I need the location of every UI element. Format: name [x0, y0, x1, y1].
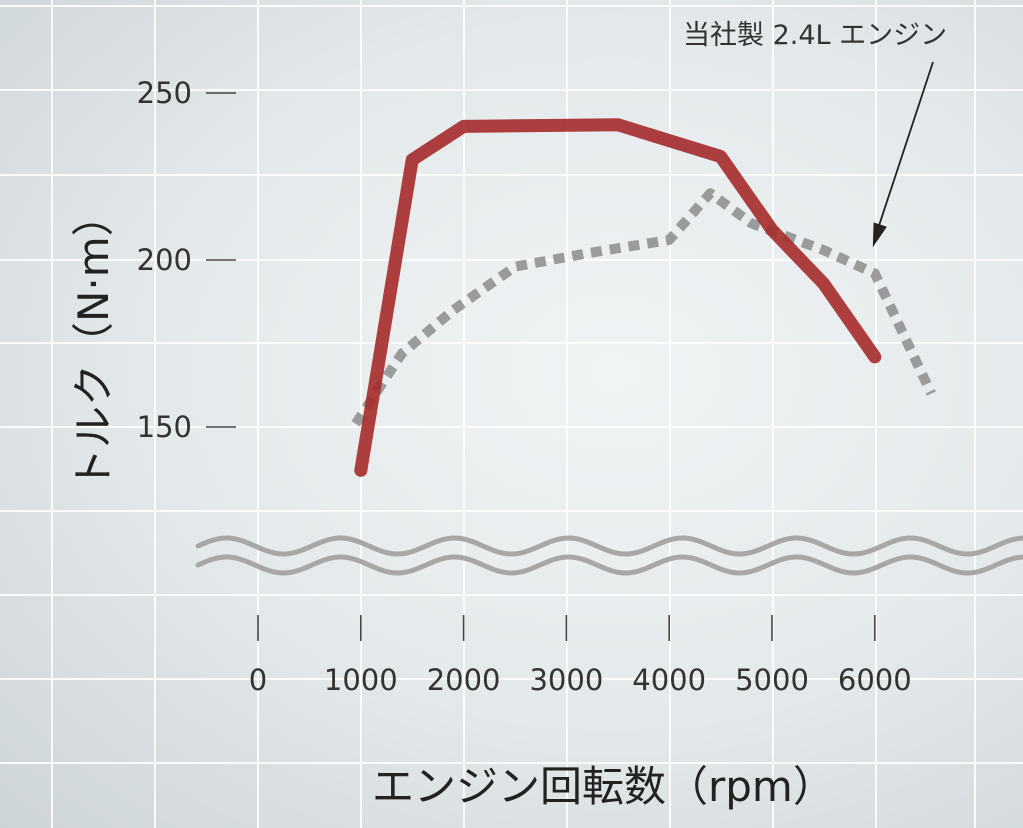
series-line-new-engine [354, 118, 882, 477]
y-axis: 150 200 250 [137, 76, 236, 444]
x-tick-label: 3000 [529, 663, 603, 697]
break-wave-line [195, 535, 1023, 557]
y-tick-label: 200 [137, 243, 192, 277]
x-tick-label: 4000 [632, 663, 706, 697]
annotation-layer: 当社製 2.4L エンジン [683, 20, 947, 248]
annotation-arrow-line [874, 61, 934, 236]
axis-break-wave [195, 535, 1023, 576]
y-tick-label: 250 [137, 76, 192, 110]
y-axis-title: トルク（N·m） [69, 194, 118, 490]
x-tick-label: 6000 [838, 663, 912, 697]
annotation-label: 当社製 2.4L エンジン [683, 20, 947, 51]
x-tick-label: 2000 [427, 663, 501, 697]
x-tick-label: 5000 [735, 663, 809, 697]
x-axis-title: エンジン回転数（rpm） [372, 762, 835, 811]
series-layer [351, 118, 936, 477]
x-tick-label: 1000 [324, 663, 398, 697]
annotation-arrowhead-icon [872, 222, 887, 248]
break-wave-line [195, 554, 1023, 576]
y-tick-label: 150 [137, 410, 192, 444]
series-line-2-4l-engine [351, 188, 936, 427]
x-axis: 0 1000 2000 3000 4000 5000 6000 [249, 615, 912, 697]
x-tick-label: 0 [249, 663, 267, 697]
